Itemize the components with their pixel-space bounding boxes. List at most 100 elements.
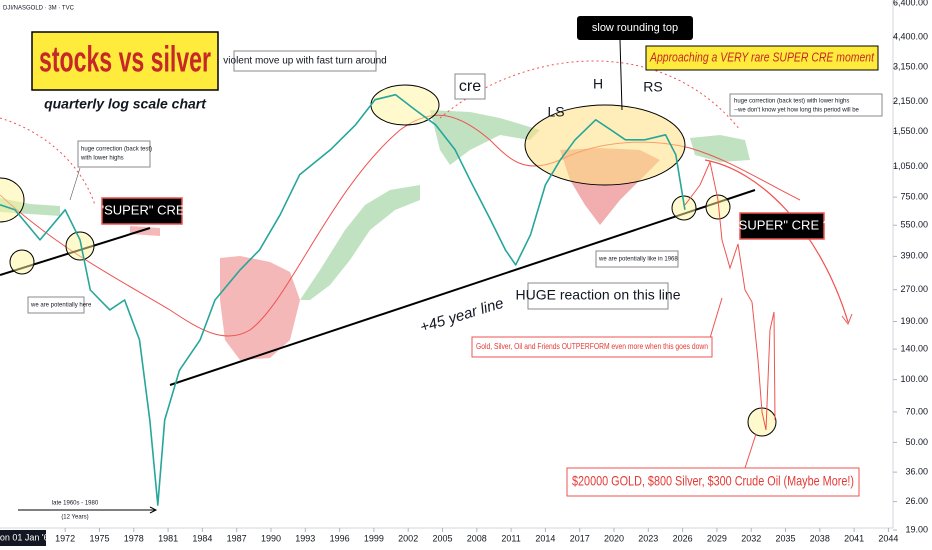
y-tick-label: 1,550.00 bbox=[893, 126, 928, 136]
y-tick-label: 26.00 bbox=[905, 496, 928, 506]
highlight bbox=[0, 177, 25, 223]
symbol: DJI/NASGOLD · 3M · TVC bbox=[3, 6, 75, 12]
y-tick-label: 550.00 bbox=[900, 220, 928, 230]
y-tick-label: 2,150.00 bbox=[893, 96, 928, 106]
x-tick-label: 2038 bbox=[810, 533, 830, 543]
x-tick-label: 2032 bbox=[741, 533, 761, 543]
pointer bbox=[744, 433, 757, 469]
x-tick-label: 1975 bbox=[89, 533, 109, 543]
x-tick-label: 1999 bbox=[364, 533, 384, 543]
note-box bbox=[566, 467, 860, 497]
x-tick-label: 1993 bbox=[295, 533, 315, 543]
note-box bbox=[27, 296, 85, 314]
note-box bbox=[101, 197, 183, 225]
note: --we don't know yet how long this period… bbox=[734, 108, 860, 114]
note-box bbox=[233, 50, 377, 72]
projection bbox=[684, 160, 776, 431]
note: "SUPER" CRE bbox=[99, 202, 184, 217]
trend-line bbox=[169, 189, 756, 386]
note: $20000 GOLD, $800 Silver, $300 Crude Oil… bbox=[572, 473, 854, 489]
cloud bbox=[300, 185, 420, 300]
y-tick-label: 390.00 bbox=[900, 251, 928, 261]
note: with lower highs bbox=[80, 156, 124, 162]
note-box bbox=[577, 16, 693, 40]
note: Approaching a VERY rare SUPER CRE moment bbox=[649, 49, 875, 64]
x-tick-label: 2026 bbox=[673, 533, 693, 543]
note: (12 Years) bbox=[61, 515, 88, 521]
cloud bbox=[130, 226, 160, 236]
note: RS bbox=[643, 79, 662, 95]
note-box bbox=[454, 73, 486, 100]
plot bbox=[0, 93, 686, 506]
x-tick-label: 1990 bbox=[261, 533, 281, 543]
arrow-head bbox=[149, 506, 158, 514]
y-tick-label: 270.00 bbox=[900, 284, 928, 294]
note: "SUPER" CRE ? bbox=[734, 217, 830, 232]
x-tick-label: 2008 bbox=[467, 533, 487, 543]
note: slow rounding top bbox=[592, 22, 678, 34]
pointer bbox=[709, 297, 723, 339]
note: cre bbox=[459, 78, 481, 95]
note: huge correction (back test) bbox=[81, 147, 152, 153]
note-box bbox=[739, 212, 825, 240]
y-tick-label: 190.00 bbox=[900, 316, 928, 326]
highlight bbox=[9, 249, 35, 275]
x-tick-label: 1996 bbox=[330, 533, 350, 543]
note: Gold, Silver, Oil and Friends OUTPERFORM… bbox=[476, 342, 708, 351]
annotations: DJI/NASGOLD · 3M · TVC stocks vs silver … bbox=[3, 6, 883, 521]
highlight bbox=[65, 231, 95, 261]
x-tick-label: 2044 bbox=[878, 533, 898, 543]
cloud bbox=[690, 135, 750, 162]
y-tick-label: 19.00 bbox=[905, 524, 928, 534]
y-tick-label: 70.00 bbox=[905, 406, 928, 416]
chart-subtitle: quarterly log scale chart bbox=[44, 96, 207, 112]
highlight bbox=[705, 194, 731, 220]
note: huge correction (back test) with lower h… bbox=[734, 99, 849, 105]
note-box bbox=[645, 45, 879, 71]
x-tick-label: 2005 bbox=[432, 533, 452, 543]
pointer bbox=[619, 39, 623, 111]
y-tick-label: 1,050.00 bbox=[893, 161, 928, 171]
note: violent move up with fast turn around bbox=[223, 56, 386, 67]
note-box bbox=[729, 93, 883, 117]
y-tick-label: 4,400.00 bbox=[893, 31, 928, 41]
dashed-arc bbox=[0, 117, 96, 206]
projection-arrow bbox=[704, 159, 849, 323]
x-tick-label: 2041 bbox=[844, 533, 864, 543]
x-tick-label: 1987 bbox=[227, 533, 247, 543]
y-tick-label: 50.00 bbox=[905, 437, 928, 447]
x-tick-label: 2029 bbox=[707, 533, 727, 543]
x-tick-label: 2017 bbox=[570, 533, 590, 543]
y-tick-label: 100.00 bbox=[900, 374, 928, 384]
x-tick-label: 1972 bbox=[55, 533, 75, 543]
y-tick-label: 750.00 bbox=[900, 192, 928, 202]
note: LS bbox=[547, 104, 564, 120]
arrow-head bbox=[841, 313, 853, 326]
dashed-arc bbox=[439, 60, 741, 131]
note: we are potentially here bbox=[30, 303, 92, 309]
x-tick-label: 1978 bbox=[124, 533, 144, 543]
cloud bbox=[430, 110, 540, 165]
crosshair-label: Mon 01 Jan '68 bbox=[0, 532, 54, 542]
note-box bbox=[527, 282, 669, 310]
x-tick-label: 2002 bbox=[398, 533, 418, 543]
y-tick-label: 140.00 bbox=[900, 344, 928, 354]
x-tick-label: 2014 bbox=[535, 533, 555, 543]
x-tick-label: 2011 bbox=[501, 533, 520, 543]
note: H bbox=[593, 76, 603, 92]
axes: 19.00 26.00 36.00 50.00 70.00 100.00 140.00 190… bbox=[55, 0, 928, 543]
x-tick-label: 2035 bbox=[776, 533, 796, 543]
y-tick-label: 36.00 bbox=[905, 467, 928, 477]
pointer bbox=[69, 167, 81, 201]
x-tick-label: 1981 bbox=[158, 533, 178, 543]
note: HUGE reaction on this line bbox=[516, 287, 681, 303]
y-tick-label: 3,150.00 bbox=[893, 62, 928, 72]
note-box bbox=[595, 250, 679, 268]
x-tick-label: 2020 bbox=[604, 533, 624, 543]
price-line bbox=[0, 93, 686, 506]
title-box bbox=[31, 31, 219, 91]
x-tick-label: 2023 bbox=[638, 533, 658, 543]
note-box bbox=[77, 140, 151, 168]
note: we are potentially like in 1968 bbox=[598, 257, 678, 263]
